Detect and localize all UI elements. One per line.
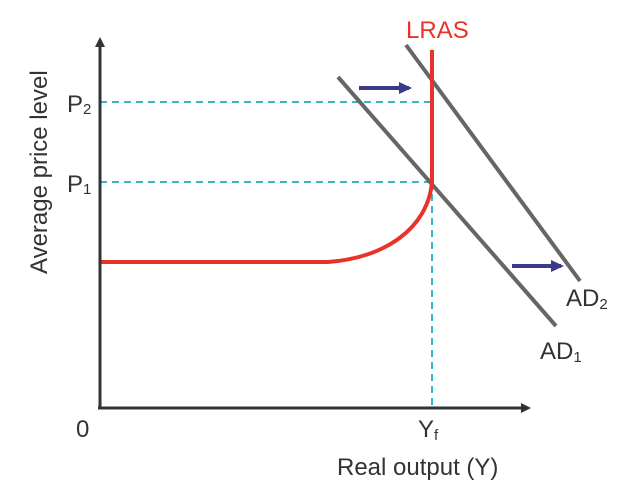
y-axis-label: Average price level [26, 70, 53, 274]
p1-label: P1 [67, 171, 91, 198]
ad2-curve [404, 43, 582, 283]
lras-curve [100, 50, 434, 264]
yf-label: Yf [418, 416, 439, 444]
x-axis-label: Real output (Y) [337, 454, 498, 481]
p2-label: P2 [67, 91, 91, 118]
ad1-label: AD1 [540, 338, 582, 366]
ad2-label: AD2 [566, 285, 608, 313]
lras-label: LRAS [406, 17, 469, 44]
origin-label: 0 [76, 416, 89, 443]
ad1-curve [336, 75, 558, 328]
